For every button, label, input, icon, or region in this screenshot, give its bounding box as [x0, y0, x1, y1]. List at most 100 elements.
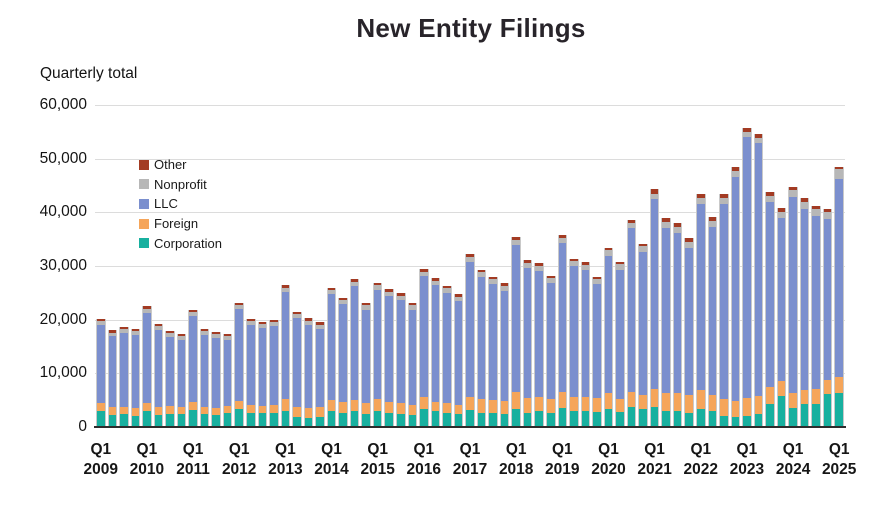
bar-q2-2023: [753, 134, 764, 427]
legend-swatch-other: [139, 159, 149, 170]
segment-llc: [650, 199, 659, 389]
segment-nonprofit: [166, 333, 174, 337]
x-tick-quarter: Q1: [736, 441, 758, 458]
segment-llc: [500, 290, 509, 401]
bar-q4-2013: [315, 322, 325, 428]
segment-corporation: [420, 409, 428, 427]
segment-foreign: [673, 392, 682, 411]
segment-other: [535, 263, 544, 266]
segment-other: [627, 220, 636, 224]
segment-llc: [720, 204, 728, 400]
segment-corporation: [454, 414, 463, 427]
bar-q1-2011: [188, 309, 198, 427]
segment-corporation: [96, 410, 105, 427]
segment-llc: [604, 255, 613, 394]
segment-corporation: [731, 416, 740, 427]
segment-llc: [754, 143, 763, 397]
x-tick-year: 2017: [452, 461, 488, 478]
legend-label: LLC: [154, 196, 178, 212]
segment-corporation: [246, 412, 255, 427]
x-tick-year: 2020: [591, 461, 626, 478]
segment-nonprofit: [662, 222, 670, 229]
segment-corporation: [789, 408, 797, 427]
bar-q4-2021: [684, 237, 695, 427]
segment-foreign: [131, 408, 140, 416]
x-tick-quarter: Q1: [459, 441, 481, 458]
bar-q1-2024: [788, 187, 798, 427]
bar-q4-2023: [776, 208, 787, 427]
segment-other: [108, 330, 117, 333]
segment-corporation: [443, 412, 451, 427]
segment-nonprofit: [754, 138, 763, 144]
segment-corporation: [766, 403, 774, 427]
x-tick-label-2016: Q1 2016: [392, 440, 456, 480]
segment-llc: [200, 334, 209, 407]
segment-foreign: [396, 403, 405, 415]
segment-other: [650, 189, 659, 194]
bar-q4-2022: [730, 166, 741, 427]
segment-llc: [373, 289, 382, 400]
segment-llc: [246, 324, 255, 405]
bar-q3-2016: [442, 285, 452, 427]
x-tick-quarter: Q1: [690, 441, 712, 458]
segment-llc: [512, 244, 520, 392]
bar-q4-2012: [269, 319, 279, 427]
segment-llc: [96, 324, 105, 404]
segment-other: [685, 237, 694, 242]
legend-label: Foreign: [154, 216, 199, 232]
segment-foreign: [281, 399, 290, 411]
segment-foreign: [270, 405, 278, 413]
segment-nonprofit: [500, 285, 509, 291]
bar-q2-2009: [107, 330, 118, 427]
x-tick-quarter: Q1: [551, 441, 573, 458]
segment-llc: [789, 197, 797, 393]
segment-nonprofit: [327, 290, 336, 295]
segment-other: [823, 209, 832, 213]
bar-q4-2015: [407, 303, 418, 427]
x-tick-label-2017: Q1 2017: [438, 440, 502, 480]
segment-corporation: [477, 412, 486, 428]
segment-llc: [743, 136, 751, 398]
segment-corporation: [373, 411, 382, 427]
segment-llc: [662, 228, 670, 393]
segment-foreign: [304, 408, 313, 419]
segment-llc: [708, 227, 717, 395]
bar-q4-2024: [822, 209, 833, 427]
segment-nonprofit: [731, 170, 740, 177]
bar-q3-2014: [349, 279, 360, 427]
segment-other: [616, 261, 624, 265]
legend-item-foreign: Foreign: [139, 214, 222, 234]
segment-corporation: [777, 395, 786, 427]
segment-corporation: [593, 412, 601, 427]
segment-corporation: [800, 404, 809, 427]
bar-q3-2012: [257, 321, 268, 427]
y-gridline: [95, 105, 845, 106]
bar-q1-2023: [742, 127, 752, 427]
x-tick-quarter: Q1: [321, 441, 342, 458]
x-tick-quarter: Q1: [505, 441, 527, 458]
segment-nonprofit: [120, 329, 128, 334]
segment-other: [143, 306, 151, 309]
bar-q2-2021: [661, 218, 671, 427]
segment-llc: [731, 176, 740, 402]
x-tick-label-2023: Q1 2023: [715, 440, 779, 480]
segment-nonprofit: [477, 272, 486, 278]
bar-q2-2024: [799, 198, 810, 427]
segment-foreign: [420, 397, 428, 410]
segment-other: [316, 322, 324, 325]
segment-nonprofit: [96, 320, 105, 325]
x-tick-year: 2019: [545, 461, 580, 478]
segment-other: [558, 235, 567, 239]
segment-other: [246, 318, 255, 321]
segment-llc: [616, 269, 624, 400]
segment-llc: [281, 292, 290, 400]
x-tick-label-2009: Q1 2009: [69, 440, 133, 480]
bar-q1-2013: [280, 285, 291, 427]
segment-corporation: [177, 414, 186, 427]
segment-llc: [454, 301, 463, 405]
bar-q1-2012: [234, 302, 245, 427]
bar-q4-2016: [453, 294, 464, 427]
bar-q1-2015: [372, 282, 383, 427]
segment-nonprofit: [708, 221, 717, 228]
